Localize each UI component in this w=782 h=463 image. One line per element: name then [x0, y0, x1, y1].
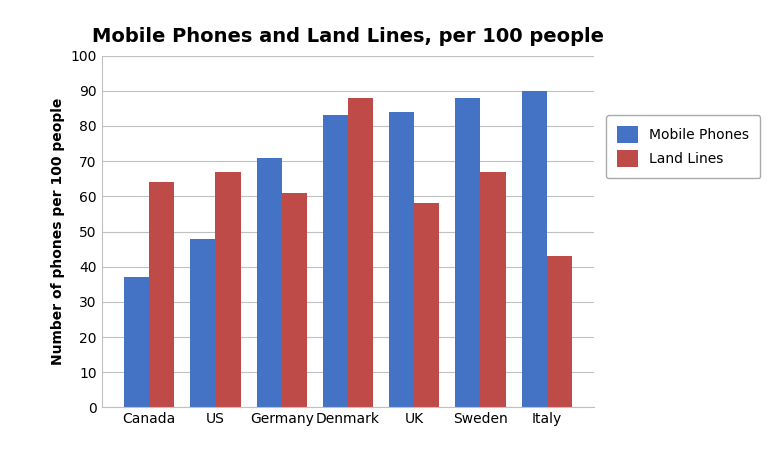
Bar — [414, 203, 439, 407]
Bar — [149, 182, 174, 407]
Bar — [216, 172, 241, 407]
Bar — [256, 157, 282, 407]
Bar — [124, 277, 149, 407]
Bar — [323, 115, 348, 407]
Y-axis label: Number of phones per 100 people: Number of phones per 100 people — [51, 98, 65, 365]
Bar — [455, 98, 480, 407]
Bar — [547, 256, 572, 407]
Bar — [389, 112, 414, 407]
Legend: Mobile Phones, Land Lines: Mobile Phones, Land Lines — [606, 115, 760, 178]
Bar — [522, 91, 547, 407]
Title: Mobile Phones and Land Lines, per 100 people: Mobile Phones and Land Lines, per 100 pe… — [92, 27, 604, 46]
Bar — [480, 172, 506, 407]
Bar — [190, 238, 216, 407]
Bar — [348, 98, 373, 407]
Bar — [282, 193, 307, 407]
